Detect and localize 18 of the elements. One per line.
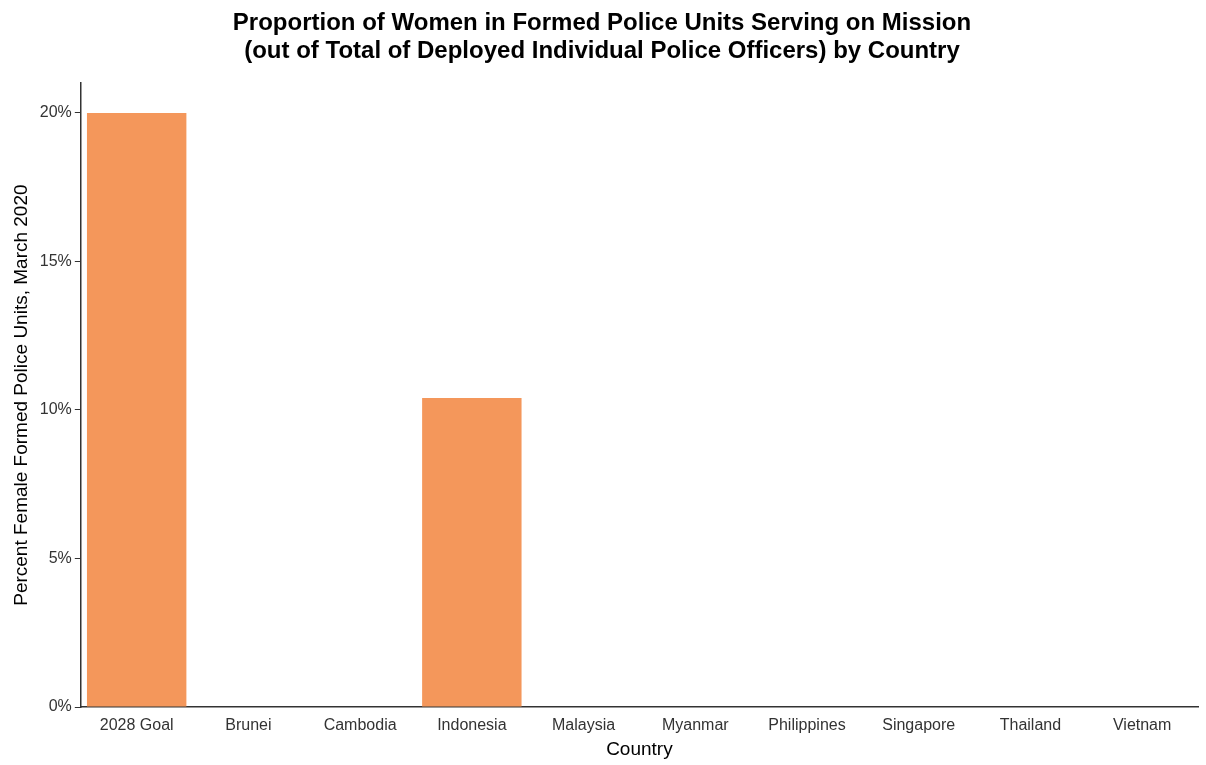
x-axis-title: Country [606, 737, 674, 759]
x-tick-label: Myanmar [661, 716, 730, 734]
y-tick-label: 10% [39, 400, 72, 418]
y-tick-label: 15% [39, 251, 72, 269]
x-tick-label: Brunei [225, 716, 272, 734]
x-tick-label: Philippines [768, 716, 846, 734]
x-tick-label: 2028 Goal [99, 716, 174, 734]
x-tick-label: Singapore [882, 716, 956, 734]
x-tick-label: Cambodia [323, 716, 397, 734]
y-tick-label: 5% [48, 548, 72, 566]
x-tick-label: Thailand [999, 716, 1062, 734]
x-tick-label: Vietnam [1112, 716, 1172, 734]
y-tick-label: 0% [48, 697, 72, 715]
chart-title: Proportion of Women in Formed Police Units Serving on Mission (out of Total of Deployed Individual Police Officers) by Country [232, 8, 972, 64]
x-tick-label: Indonesia [437, 716, 507, 734]
y-tick-label: 20% [39, 103, 72, 121]
y-axis-title: Percent Female Formed Police Units, March 2020 [9, 184, 31, 606]
x-tick-label: Malaysia [551, 716, 616, 734]
